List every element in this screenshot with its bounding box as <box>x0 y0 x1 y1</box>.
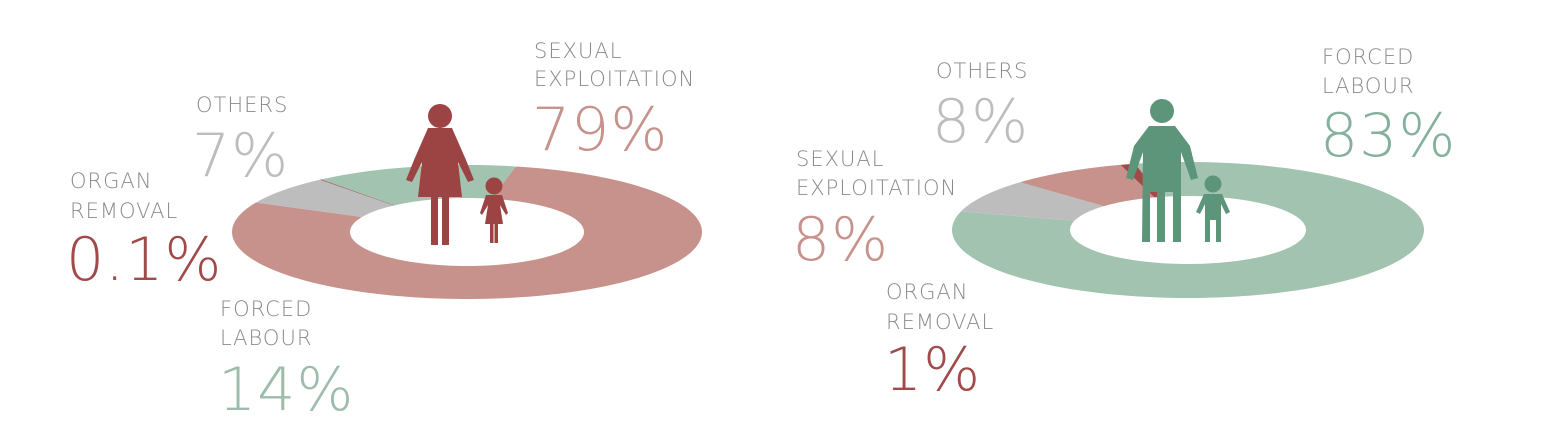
donut-slice-sexual <box>232 166 702 299</box>
category-label: ORGAN <box>70 169 152 193</box>
value-label: 1% <box>884 335 981 405</box>
category-label: SEXUAL <box>796 147 884 171</box>
woman-and-girl-icon <box>406 104 508 245</box>
donut-slice-others <box>960 182 1104 221</box>
category-label: ORGAN <box>886 280 968 304</box>
category-label: OTHERS <box>196 93 288 117</box>
label-forced-labour-female: FORCED LABOUR 14% <box>218 297 354 425</box>
label-organ-removal-female: ORGAN REMOVAL 0.1% <box>66 169 222 295</box>
category-label: SEXUAL <box>534 39 622 63</box>
donut-slice-others <box>255 179 394 218</box>
value-label: 83% <box>1320 101 1456 171</box>
chart-female-victims: SEXUAL EXPLOITATION 79% OTHERS 7% ORGAN … <box>66 39 702 425</box>
label-sexual-exploitation-male: SEXUAL EXPLOITATION 8% <box>792 147 957 275</box>
category-label: FORCED <box>1322 45 1414 69</box>
category-label: OTHERS <box>936 59 1028 83</box>
category-label: REMOVAL <box>886 310 994 334</box>
donut-female <box>232 165 702 299</box>
donut-slice-organ <box>320 179 395 206</box>
man-and-boy-icon <box>1126 99 1230 242</box>
value-label: 0.1% <box>66 225 222 295</box>
value-label: 8% <box>932 87 1029 157</box>
chart-male-victims: FORCED LABOUR 83% OTHERS 8% SEXUAL EXPLO… <box>792 45 1456 405</box>
category-label: EXPLOITATION <box>796 176 957 200</box>
label-others-female: OTHERS 7% <box>192 93 289 191</box>
value-label: 8% <box>792 205 889 275</box>
category-label: LABOUR <box>1322 74 1414 98</box>
value-label: 14% <box>218 355 354 425</box>
category-label: FORCED <box>220 297 312 321</box>
label-sexual-exploitation-female: SEXUAL EXPLOITATION 79% <box>532 39 695 165</box>
label-others-male: OTHERS 8% <box>932 59 1029 157</box>
donut-male <box>952 162 1424 298</box>
value-label: 7% <box>192 121 289 191</box>
category-label: EXPLOITATION <box>534 67 695 91</box>
category-label: REMOVAL <box>70 199 178 223</box>
donut-slice-sexual <box>1019 164 1155 207</box>
label-forced-labour-male: FORCED LABOUR 83% <box>1320 45 1456 171</box>
category-label: LABOUR <box>220 326 312 350</box>
label-organ-removal-male: ORGAN REMOVAL 1% <box>884 280 994 405</box>
donut-slice-forced <box>952 162 1424 298</box>
value-label: 79% <box>532 95 668 165</box>
